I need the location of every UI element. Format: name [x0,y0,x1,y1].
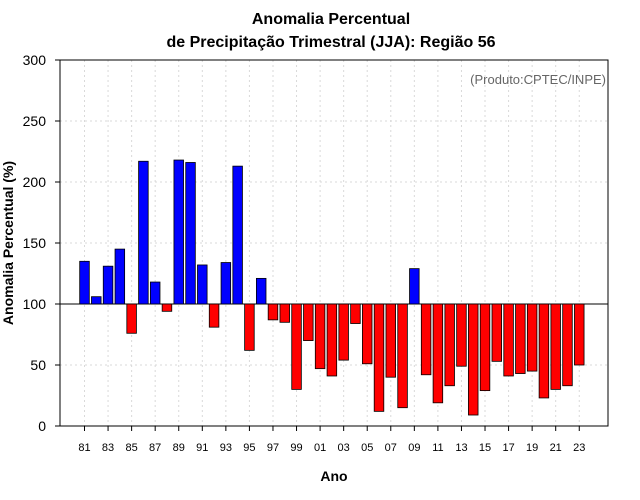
x-axis: 81 83 85 87 89 91 93 95 97 99 01 03 05 07 09 11 13 15 17 19… [78,426,585,454]
bar-20 [538,303,550,399]
x-tick-label: 83 [102,442,114,454]
bar-07 [385,303,396,378]
bar-09 [409,268,420,305]
product-credit: (Produto:CPTEC/INPE) [470,72,606,87]
chart-subtitle: de Precipitação Trimestral (JJA): Região… [166,34,495,51]
x-tick-label: 09 [408,442,420,454]
y-tick-label: 250 [23,113,47,129]
x-tick-label: 11 [432,442,443,454]
bar-12 [444,303,455,387]
bar-13 [456,303,467,367]
x-tick-label: 05 [361,442,373,454]
y-tick-label: 0 [38,418,46,434]
x-tick-label: 93 [220,442,232,454]
x-tick-label: 89 [173,442,185,454]
bar-06 [373,303,385,412]
x-tick-label: 81 [78,442,90,454]
y-axis-label: Anomalia Percentual (%) [0,161,16,325]
bar-99 [291,303,302,390]
x-tick-label: 07 [385,442,397,454]
bar-86 [138,160,149,305]
x-tick-label: 13 [455,442,467,454]
bar-92 [208,303,220,328]
bar-98 [279,303,290,323]
bar-88 [161,303,173,312]
x-tick-label: 17 [502,442,514,454]
x-tick-label: 01 [314,442,326,454]
bar-95 [244,303,255,351]
x-tick-label: 21 [550,442,562,454]
x-tick-label: 03 [338,442,350,454]
bar-83 [102,265,114,305]
y-tick-label: 100 [23,296,47,312]
x-tick-label: 97 [267,442,279,454]
bar-90 [185,162,196,305]
x-tick-label: 95 [243,442,255,454]
y-tick-label: 150 [23,235,47,251]
y-tick-label: 50 [30,357,46,373]
bars [79,159,585,416]
bar-21 [550,303,561,390]
bar-89 [173,159,184,305]
bar-91 [197,264,208,305]
x-tick-label: 87 [149,442,161,454]
bar-96 [255,277,267,305]
bar-16 [491,303,503,362]
bar-18 [515,303,526,374]
y-tick-label: 200 [23,174,47,190]
bar-84 [114,248,126,305]
bar-17 [503,303,514,377]
bar-10 [420,303,432,376]
bar-97 [267,303,279,321]
x-tick-label: 85 [125,442,137,454]
x-tick-label: 15 [479,442,491,454]
bar-22 [562,303,573,387]
bar-87 [149,281,161,305]
bar-85 [126,303,137,334]
bar-23 [574,303,585,366]
bar-03 [338,303,349,361]
bar-14 [468,303,479,416]
bar-19 [526,303,538,372]
y-tick-label: 300 [23,52,47,68]
x-tick-label: 91 [196,442,208,454]
y-axis: 0 50 100 150 200 250 300 [23,52,60,434]
x-tick-label: 19 [526,442,538,454]
bar-02 [326,303,338,377]
bar-01 [314,303,326,370]
bar-15 [479,303,491,392]
bar-93 [220,262,232,305]
bar-05 [362,303,373,365]
chart-title: Anomalia Percentual [252,11,410,28]
x-tick-label: 23 [573,442,585,454]
bar-04 [350,303,361,324]
bar-94 [232,165,243,305]
bar-81 [79,260,90,305]
x-axis-label: Ano [320,468,347,484]
bar-82 [91,296,102,305]
bar-00 [303,303,314,341]
x-tick-label: 99 [290,442,302,454]
bar-08 [397,303,408,409]
bar-11 [432,303,444,404]
